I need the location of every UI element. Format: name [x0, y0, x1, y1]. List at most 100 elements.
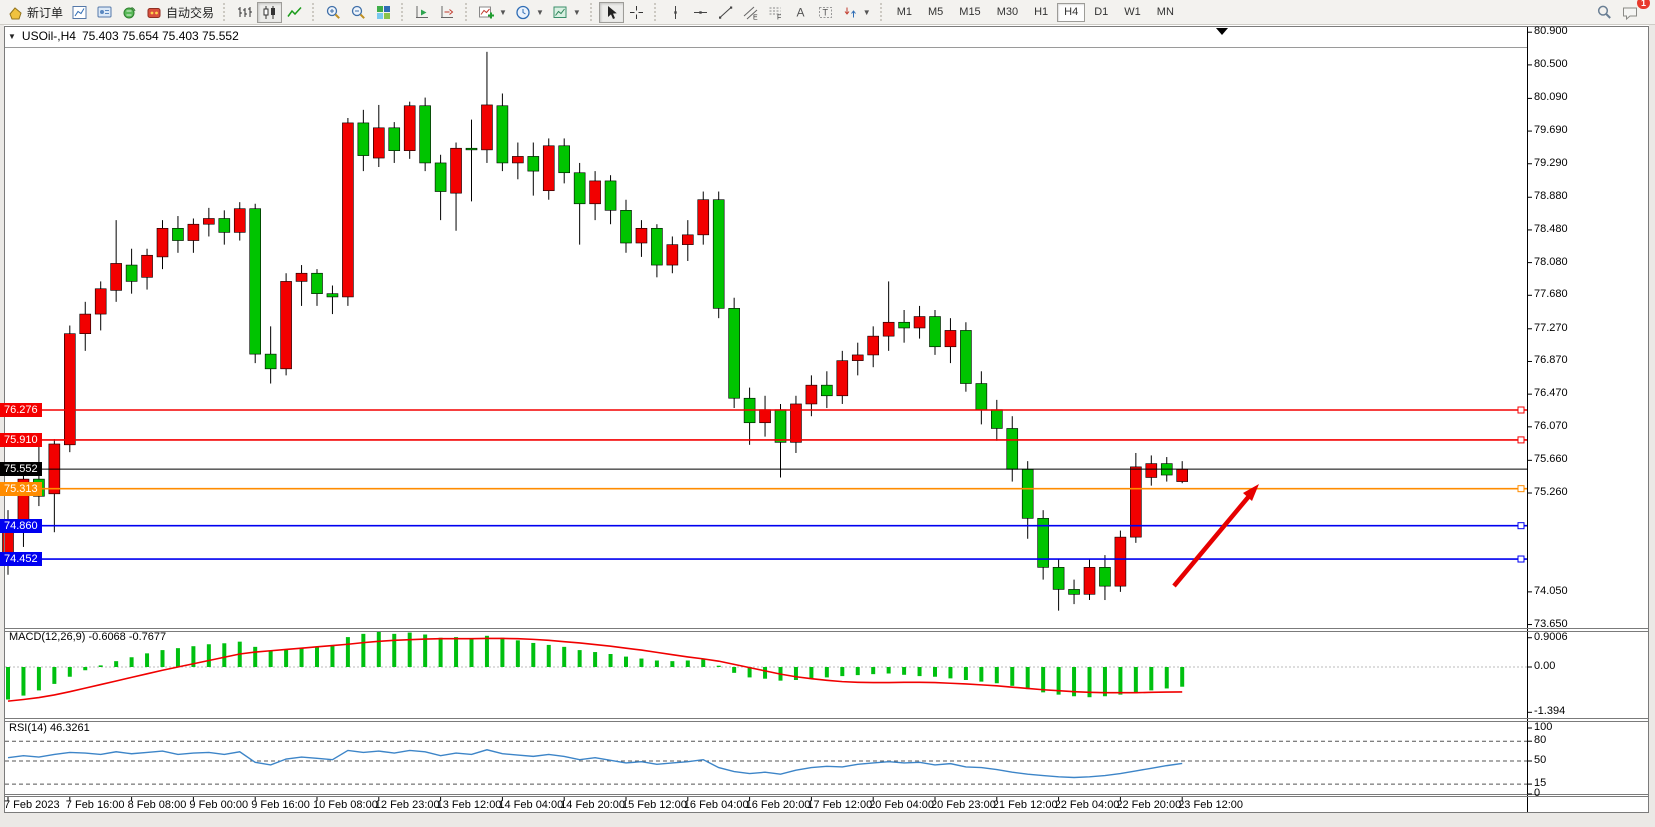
- timeframe-group: M1 M5 M15 M30 H1 H4 D1 W1 MN: [889, 2, 1182, 22]
- window-left-edge: [0, 25, 4, 827]
- chart-title-bar: ▼ USOil-,H4 75.403 75.654 75.403 75.552: [8, 29, 239, 43]
- templates-button[interactable]: ▼: [548, 2, 585, 23]
- tf-button-mn[interactable]: MN: [1150, 3, 1181, 22]
- trendline-tool-button[interactable]: [713, 2, 738, 23]
- line-chart-icon: [287, 6, 302, 17]
- charts-window-button[interactable]: [67, 2, 92, 23]
- horizontal-line-tool-button[interactable]: [688, 2, 713, 23]
- channel-tool-button[interactable]: E: [738, 2, 763, 23]
- text-icon: A: [796, 5, 804, 19]
- macd-label: MACD(12,26,9) -0.6068 -0.7677: [9, 631, 166, 643]
- zoom-out-button[interactable]: [346, 2, 371, 23]
- new-order-button[interactable]: 新订单: [3, 2, 67, 23]
- chart-borders: [4, 26, 1649, 813]
- auto-scroll-button[interactable]: [435, 2, 460, 23]
- bar-chart-button[interactable]: [232, 2, 257, 23]
- search-button[interactable]: [1592, 2, 1617, 23]
- text-tool-button[interactable]: A: [788, 2, 813, 23]
- tf-button-d1[interactable]: D1: [1087, 3, 1115, 22]
- macd-signal-line: [7, 637, 1183, 702]
- toolbar-separator: [589, 3, 594, 21]
- signals-button[interactable]: [117, 2, 142, 23]
- chart-shift-icon: [416, 5, 429, 18]
- tf-button-m1[interactable]: M1: [890, 3, 919, 22]
- text-label-tool-button[interactable]: T: [813, 2, 838, 23]
- arrows-tool-button[interactable]: ▼: [838, 2, 875, 23]
- tf-button-w1[interactable]: W1: [1117, 3, 1148, 22]
- fibonacci-icon: F: [769, 7, 781, 21]
- toolbar: 新订单 自动交易 ▼ ▼: [0, 0, 1655, 25]
- horizontal-line-icon: [693, 10, 707, 14]
- new-order-icon: [9, 6, 22, 19]
- tf-button-h4[interactable]: H4: [1057, 2, 1086, 22]
- crosshair-icon: [629, 5, 643, 19]
- tf-button-h1[interactable]: H1: [1027, 3, 1055, 22]
- bar-chart-icon: [238, 6, 253, 17]
- horizontal-lines[interactable]: [0, 406, 1527, 563]
- periods-button[interactable]: ▼: [511, 2, 548, 23]
- zoom-out-icon: [351, 5, 365, 19]
- toolbar-separator: [879, 3, 884, 21]
- indicators-button[interactable]: ▼: [474, 2, 511, 23]
- svg-text:F: F: [777, 14, 781, 21]
- rsi-line: [7, 749, 1183, 779]
- chart-shift-button[interactable]: [410, 2, 435, 23]
- text-label-icon: T: [818, 6, 832, 18]
- chart-shift-marker[interactable]: [1216, 28, 1228, 35]
- line-chart-button[interactable]: [282, 2, 307, 23]
- tf-button-m5[interactable]: M5: [921, 3, 950, 22]
- ohlc-values: 75.403 75.654 75.403 75.552: [81, 29, 239, 43]
- fibonacci-tool-button[interactable]: F: [763, 2, 788, 23]
- notification-badge: 1: [1637, 0, 1650, 9]
- cursor-button[interactable]: [598, 1, 624, 23]
- macd-name: MACD(12,26,9): [9, 631, 86, 643]
- chart-page-icon: [72, 5, 87, 19]
- vertical-line-icon: [674, 5, 677, 19]
- auto-trading-button[interactable]: 自动交易: [142, 2, 218, 23]
- vertical-line-tool-button[interactable]: [663, 2, 688, 23]
- new-order-label: 新订单: [27, 5, 64, 20]
- tf-button-m30[interactable]: M30: [990, 3, 1025, 22]
- trend-arrow[interactable]: [1172, 484, 1259, 588]
- candlestick-icon: [263, 5, 276, 19]
- macd-panel: [5, 631, 1527, 702]
- toolbar-separator: [653, 3, 658, 21]
- rsi-panel: [5, 740, 1527, 785]
- symbol-period-label: USOil-,H4: [21, 29, 76, 43]
- svg-text:A: A: [796, 5, 804, 19]
- template-icon: [553, 6, 567, 18]
- rsi-value: 46.3261: [49, 722, 90, 734]
- auto-trading-icon: [147, 7, 161, 18]
- tile-windows-button[interactable]: [371, 2, 396, 23]
- window-bottom-edge: [0, 813, 1655, 827]
- cursor-icon: [607, 5, 617, 19]
- equidistant-channel-icon: E: [743, 6, 758, 21]
- terminal-icon: [97, 6, 112, 17]
- toolbar-separator: [465, 3, 469, 21]
- dropdown-arrow-icon: ▼: [499, 7, 507, 17]
- candlestick-chart-button[interactable]: [257, 1, 283, 23]
- notifications-button[interactable]: [1617, 2, 1643, 23]
- crosshair-button[interactable]: [624, 2, 649, 23]
- arrows-icon: [844, 7, 856, 17]
- signal-globe-icon: [123, 6, 136, 18]
- clock-icon: [516, 5, 530, 19]
- auto-trading-label: 自动交易: [166, 5, 215, 20]
- tf-button-m15[interactable]: M15: [952, 3, 987, 22]
- toolbar-separator: [401, 3, 405, 21]
- search-icon: [1597, 5, 1611, 19]
- toolbar-separator: [312, 3, 316, 21]
- zoom-in-icon: [326, 5, 340, 19]
- dropdown-arrow-icon: ▼: [862, 7, 871, 17]
- chat-bubble-icon: [1623, 7, 1637, 20]
- zoom-in-button[interactable]: [321, 2, 346, 23]
- macd-values: -0.6068 -0.7677: [88, 631, 167, 643]
- terminal-button[interactable]: [92, 2, 117, 23]
- window-right-edge: [1649, 25, 1655, 827]
- tile-windows-icon: [377, 5, 391, 19]
- symbol-dropdown-icon[interactable]: ▼: [8, 31, 16, 41]
- trendline-icon: [718, 6, 732, 19]
- indicators-icon: [479, 6, 495, 18]
- candles-layer: [2, 51, 1188, 611]
